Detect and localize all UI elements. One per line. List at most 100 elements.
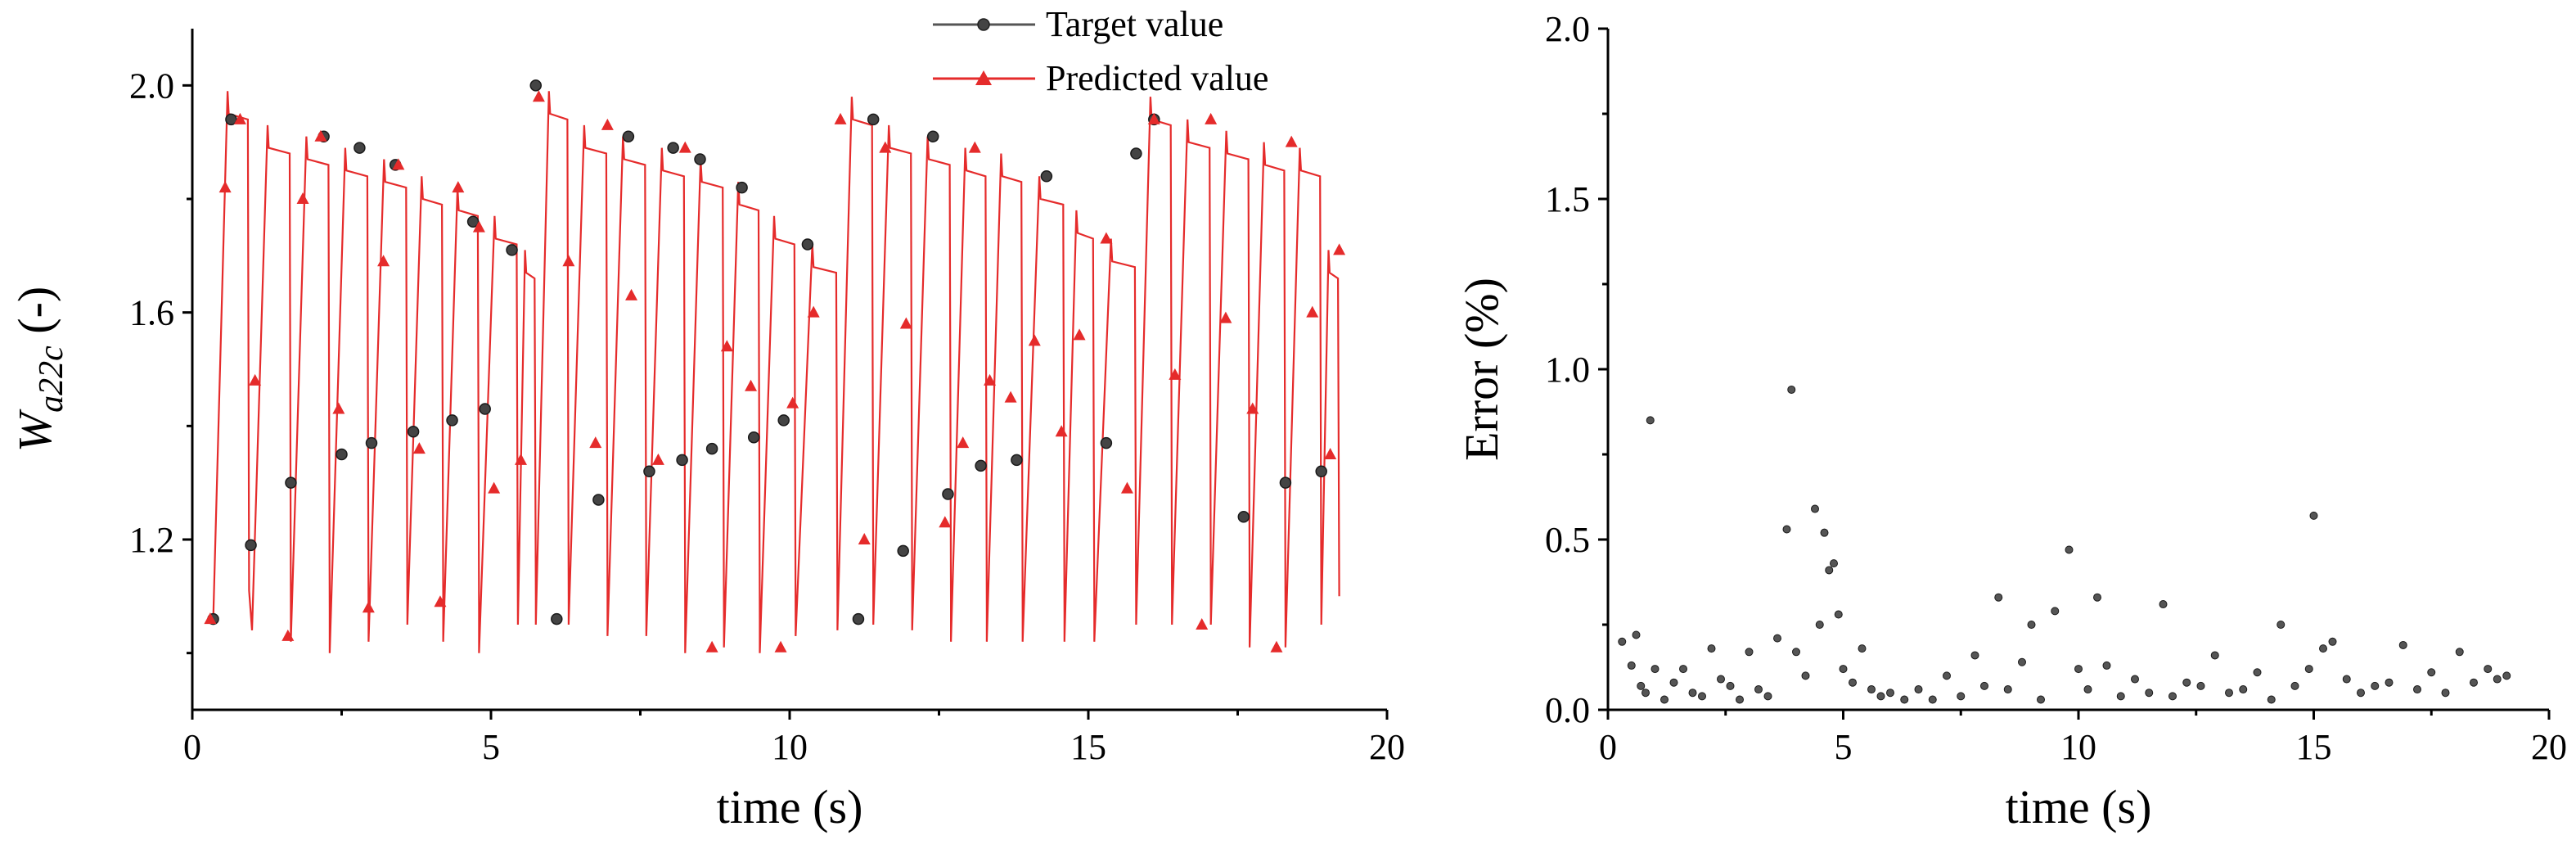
error-point	[2131, 675, 2139, 684]
error-point	[2065, 545, 2074, 554]
predicted-point	[984, 373, 997, 386]
error-point	[1858, 644, 1867, 653]
right-x-tick-label: 5	[1835, 727, 1853, 767]
target-point	[747, 431, 760, 444]
error-point	[1707, 644, 1716, 653]
target-point	[852, 612, 865, 625]
error-point	[2182, 678, 2191, 687]
target-point	[1100, 436, 1113, 449]
predicted-point	[1306, 305, 1319, 318]
right-x-tick-label: 15	[2296, 727, 2332, 767]
predicted-point	[1147, 112, 1160, 124]
right-y-tick-label: 1.0	[1545, 350, 1590, 390]
error-point	[2145, 689, 2154, 698]
predicted-point	[1028, 334, 1041, 346]
error-point	[1815, 621, 1824, 629]
predicted-point	[1246, 402, 1259, 414]
right-ticks: 0 5 10 15 20 0.0 0.5 1.0 1.5 2.0	[1545, 9, 2567, 767]
target-point	[736, 181, 748, 194]
target-point	[1315, 465, 1327, 478]
predicted-point	[314, 129, 327, 142]
target-point	[1040, 170, 1053, 183]
predicted-point	[957, 436, 970, 449]
error-point	[1994, 593, 2003, 602]
target-point	[667, 142, 679, 154]
predicted-point	[281, 629, 295, 641]
predicted-point	[562, 255, 575, 267]
error-point	[1914, 685, 1923, 694]
predicted-point	[233, 112, 246, 124]
right-chart: 0 5 10 15 20 0.0 0.5 1.0 1.5 2.0 time (s) Error (…	[1455, 9, 2567, 833]
right-y-tick-label: 2.0	[1545, 9, 1590, 49]
left-y-axis-title-subscript: a22c	[33, 345, 70, 413]
error-point	[1618, 637, 1627, 646]
target-point	[622, 130, 635, 142]
predicted-point	[601, 118, 614, 130]
error-point	[2003, 685, 2012, 694]
predicted-point	[1169, 368, 1182, 380]
predicted-point	[392, 158, 405, 170]
target-point	[365, 436, 378, 449]
error-point	[2493, 675, 2502, 684]
target-point	[506, 244, 518, 256]
target-point	[676, 454, 688, 467]
error-point	[1830, 559, 1838, 568]
left-y-tick-label: 2.0	[129, 65, 174, 106]
predicted-point	[807, 305, 820, 318]
predicted-line	[212, 91, 1340, 653]
error-point	[1642, 689, 1650, 698]
error-point	[1928, 695, 1937, 704]
error-point	[2168, 692, 2177, 701]
predicted-point	[705, 640, 718, 653]
error-point	[2074, 665, 2083, 674]
error-point	[1745, 648, 1754, 657]
error-point	[2102, 661, 2111, 670]
target-point	[926, 130, 939, 142]
error-point	[2159, 600, 2168, 609]
predicted-point	[1270, 640, 1283, 653]
error-point	[1736, 695, 1744, 704]
predicted-point	[968, 141, 981, 153]
predicted-point	[434, 595, 447, 607]
right-x-tick-label: 0	[1599, 727, 1617, 767]
error-point	[2037, 695, 2045, 704]
target-point	[1237, 511, 1250, 523]
error-point	[1970, 651, 1979, 660]
error-point	[2210, 651, 2219, 660]
error-point	[1980, 681, 1988, 690]
error-point	[2470, 678, 2478, 687]
error-point	[2027, 621, 2036, 629]
target-point	[529, 79, 542, 92]
error-point	[2342, 675, 2351, 684]
target-point	[245, 539, 257, 552]
error-point	[2357, 689, 2365, 698]
error-point	[2455, 648, 2464, 657]
predicted-point	[774, 640, 787, 653]
error-point	[1839, 665, 1848, 674]
left-x-tick-label: 15	[1070, 727, 1106, 767]
predicted-point	[362, 601, 375, 613]
error-point	[1820, 528, 1829, 537]
predicted-point	[899, 317, 912, 329]
predicted-point	[1205, 112, 1218, 124]
error-point	[2051, 607, 2060, 616]
left-x-axis-title: time (s)	[717, 780, 863, 833]
right-plot-area	[1618, 385, 2511, 704]
error-point	[1876, 692, 1885, 701]
error-point	[2239, 685, 2248, 694]
right-x-tick-label: 20	[2531, 727, 2567, 767]
right-y-axis-title: Error (%)	[1455, 278, 1508, 461]
error-point	[2253, 668, 2262, 677]
error-point	[1900, 695, 1909, 704]
target-point	[897, 544, 909, 558]
target-point	[551, 612, 563, 625]
target-point	[446, 414, 458, 427]
target-point	[777, 414, 790, 427]
predicted-point	[218, 181, 232, 193]
predicted-point	[452, 181, 465, 193]
target-point	[479, 403, 491, 415]
target-point	[705, 442, 718, 455]
error-point	[1637, 681, 1646, 690]
error-point	[1801, 671, 1810, 680]
predicted-point	[532, 90, 545, 102]
